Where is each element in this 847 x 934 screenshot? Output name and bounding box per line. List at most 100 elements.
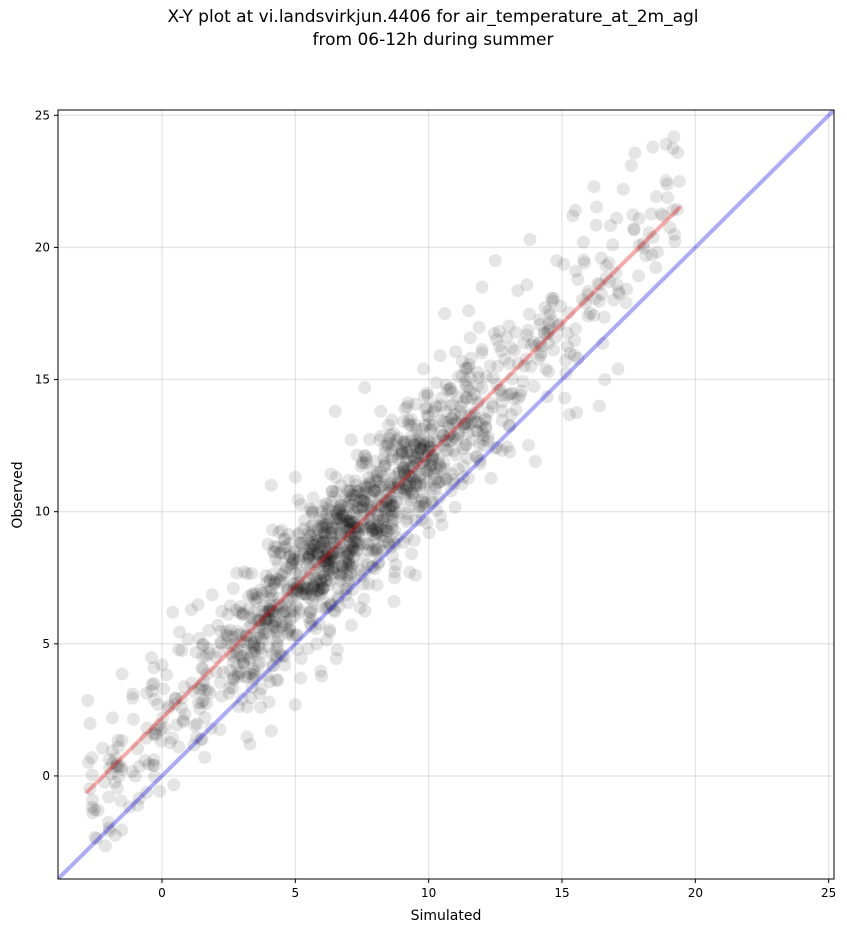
scatter-point [293,526,307,540]
scatter-point [490,333,503,346]
scatter-point [521,323,535,337]
scatter-point [495,444,509,457]
scatter-point [619,296,633,310]
scatter-point [345,540,359,554]
scatter-point [576,235,590,249]
scatter-point [285,592,299,606]
scatter-point [356,507,370,520]
scatter-point [594,251,608,265]
scatter-point [398,483,412,497]
scatter-point [252,613,266,627]
scatter-point [354,508,368,522]
scatter-point [370,525,384,539]
scatter-point [288,698,302,712]
scatter-point [341,562,354,576]
scatter-point [398,488,412,502]
scatter-point [479,421,493,435]
scatter-point [326,547,340,561]
scatter-point [226,630,240,644]
scatter-point [296,582,310,596]
scatter-point [469,450,483,464]
scatter-point [439,404,453,418]
plot-frame [57,109,835,880]
scatter-point [187,738,201,752]
scatter-point [339,555,353,569]
scatter-point [334,541,348,555]
scatter-point [368,522,382,536]
scatter-point [369,542,383,555]
scatter-point [372,513,386,527]
scatter-point [397,464,410,478]
scatter-point [389,558,403,572]
scatter-point [280,583,294,597]
scatter-point [243,652,257,666]
scatter-point [340,521,354,535]
scatter-point [381,524,395,538]
scatter-point [273,647,287,661]
scatter-point [399,454,413,468]
scatter-point [413,442,427,456]
scatter-point [320,633,334,647]
scatter-point [462,304,476,318]
scatter-point [672,174,686,188]
scatter-point [409,454,423,468]
scatter-point [285,557,299,571]
scatter-point [362,477,376,490]
scatter-point [428,444,442,458]
scatter-point [333,573,347,587]
scatter-point [244,610,258,624]
scatter-point [345,498,359,511]
scatter-point [386,499,400,512]
scatter-point [473,457,487,471]
scatter-point [147,661,161,675]
scatter-point [458,416,472,430]
scatter-point [324,526,338,540]
scatter-point [181,632,195,646]
scatter-point [287,583,301,596]
scatter-point [272,591,285,605]
scatter-point [468,406,482,420]
scatter-point [240,670,254,684]
scatter-point [395,447,409,461]
scatter-point [441,444,455,458]
scatter-point [339,582,352,596]
scatter-point [267,609,281,622]
scatter-point [316,545,330,559]
scatter-point [353,563,367,577]
scatter-point [326,524,340,538]
scatter-point [270,652,284,666]
scatter-point [305,613,319,627]
scatter-point [360,558,374,572]
scatter-point [158,721,172,735]
scatter-point [666,142,680,155]
scatter-point [432,452,445,466]
scatter-point [281,627,295,641]
scatter-point [321,600,335,614]
scatter-point [375,498,389,512]
scatter-point [316,565,330,579]
scatter-point [298,513,312,527]
scatter-point [293,536,307,550]
scatter-point [244,635,258,649]
scatter-point [214,635,227,649]
scatter-point [240,700,254,714]
scatter-point [253,631,267,645]
scatter-point [307,572,321,586]
scatter-point [317,525,331,539]
scatter-point [404,412,418,426]
scatter-point [360,481,374,495]
scatter-point [442,428,456,442]
scatter-point [343,516,357,530]
scatter-point [317,518,331,532]
scatter-point [132,791,146,805]
scatter-point [255,604,269,618]
scatter-point [659,174,673,188]
scatter-point [264,604,278,618]
scatter-point [196,662,210,676]
scatter-point [317,548,331,562]
scatter-point [315,600,329,614]
scatter-point [278,658,292,672]
scatter-point [445,385,459,399]
scatter-point [277,540,291,554]
reference-lines [58,110,834,879]
